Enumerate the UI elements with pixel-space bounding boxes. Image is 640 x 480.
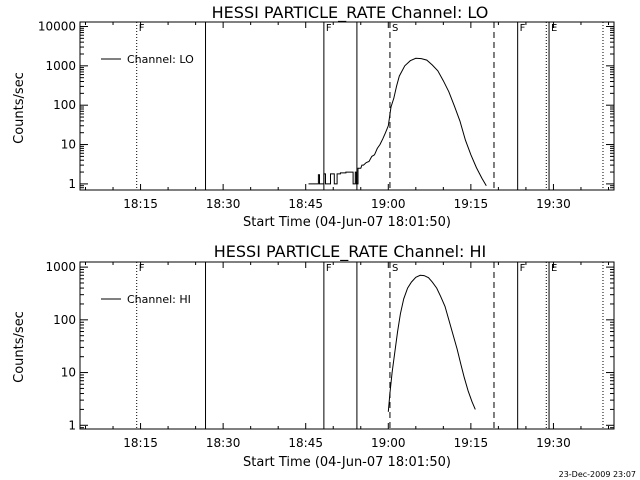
plot-hi: HESSI PARTICLE_RATE Channel: HI Counts/s…	[12, 242, 615, 470]
footer-timestamp: 23-Dec-2009 23:07	[559, 470, 636, 479]
y-tick-label: 100	[53, 313, 76, 327]
x-tick-label: 18:30	[206, 197, 241, 211]
y-axis-label: Counts/sec	[12, 311, 27, 383]
event-marker-label: S	[392, 23, 398, 34]
x-tick-label: 19:00	[371, 436, 406, 450]
y-tick-label: 100	[53, 98, 76, 112]
series-line	[308, 57, 487, 186]
x-axis-label: Start Time (04-Jun-07 18:01:50)	[243, 455, 451, 470]
y-tick-label: 10	[61, 138, 76, 152]
x-tick-label: 18:30	[206, 436, 241, 450]
x-tick-label: 18:45	[288, 197, 323, 211]
event-marker-label: E	[551, 263, 557, 274]
x-axis-label: Start Time (04-Jun-07 18:01:50)	[243, 215, 451, 230]
x-tick-label: 18:15	[123, 436, 158, 450]
y-tick-label: 1000	[45, 260, 76, 274]
x-tick-label: 19:00	[371, 197, 406, 211]
y-tick-label: 1	[68, 418, 76, 432]
event-marker-label: E	[551, 23, 557, 34]
plot-frame	[79, 261, 615, 430]
x-tick-label: 19:15	[454, 436, 489, 450]
event-marker-label: F	[139, 23, 145, 34]
event-marker-label: F	[520, 263, 526, 274]
x-tick-label: 19:30	[536, 197, 571, 211]
event-marker-label: S	[392, 263, 398, 274]
x-tick-label: 19:15	[454, 197, 489, 211]
legend-label: Channel: HI	[127, 293, 191, 306]
legend-label: Channel: LO	[127, 53, 194, 66]
plot-lo: HESSI PARTICLE_RATE Channel: LO Counts/s…	[12, 3, 615, 230]
y-tick-label: 1000	[45, 59, 76, 73]
y-tick-label: 1	[68, 177, 76, 191]
x-tick-label: 19:30	[536, 436, 571, 450]
event-marker-label: F	[326, 263, 332, 274]
event-marker-label: F	[139, 263, 145, 274]
x-tick-label: 18:45	[288, 436, 323, 450]
y-tick-label: 10	[61, 366, 76, 380]
plot-title: HESSI PARTICLE_RATE Channel: LO	[212, 3, 489, 23]
series-line	[387, 274, 476, 412]
event-marker-label: F	[326, 23, 332, 34]
plot-title: HESSI PARTICLE_RATE Channel: HI	[214, 242, 487, 262]
y-axis-label: Counts/sec	[12, 72, 27, 144]
plot-frame	[79, 21, 615, 191]
x-tick-label: 18:15	[123, 197, 158, 211]
event-marker-label: F	[520, 23, 526, 34]
y-tick-label: 10000	[38, 19, 76, 33]
